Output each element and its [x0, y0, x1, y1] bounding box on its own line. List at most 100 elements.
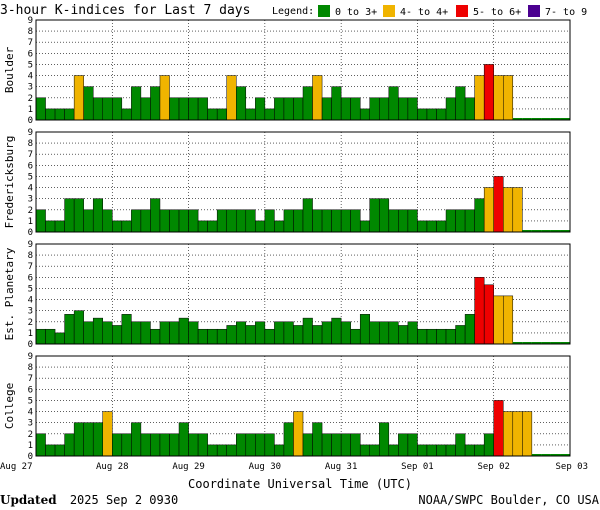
k-index-bar [54, 444, 65, 457]
legend-swatch [528, 5, 540, 17]
y-tick-label: 4 [28, 408, 33, 418]
k-index-bar [398, 97, 409, 121]
k-index-bar [236, 321, 247, 345]
k-index-bar [359, 220, 371, 233]
k-index-bar [92, 97, 104, 121]
k-index-bar [35, 97, 46, 121]
k-index-bar [522, 342, 532, 344]
k-index-bar [503, 187, 514, 233]
k-index-bar [331, 433, 342, 457]
k-index-bar [73, 310, 84, 345]
k-index-bar [216, 328, 227, 345]
k-index-bar [102, 321, 113, 345]
k-index-bar [302, 317, 313, 345]
k-index-bar [293, 411, 304, 457]
k-index-bar [531, 118, 542, 120]
legend-item-label: 4- to 4+ [400, 7, 448, 18]
k-index-bar [398, 325, 409, 345]
k-index-bar [483, 284, 494, 345]
k-index-bar [112, 97, 123, 121]
k-index-bar [302, 86, 313, 121]
k-index-bar [178, 422, 189, 457]
k-index-bar [54, 108, 65, 121]
k-index-bar [73, 198, 84, 233]
y-tick-label: 4 [28, 72, 33, 82]
k-index-bar [264, 433, 275, 457]
k-index-bar [359, 314, 371, 345]
k-index-bar [369, 444, 380, 457]
k-index-bar [541, 230, 551, 232]
k-index-bar [560, 342, 570, 344]
k-index-bar [436, 444, 447, 457]
k-index-bar [178, 97, 189, 121]
y-tick-label: 7 [28, 38, 33, 48]
k-index-bar [35, 433, 46, 457]
k-index-bar [64, 314, 75, 345]
k-index-bar [445, 328, 456, 345]
k-index-bar [92, 198, 104, 233]
k-index-bar [407, 209, 418, 233]
x-tick-label: Sep 01 [401, 462, 434, 472]
k-index-bar [207, 220, 218, 233]
k-index-bar [560, 118, 570, 120]
y-tick-label: 1 [28, 105, 33, 115]
k-index-bar [474, 198, 485, 233]
k-index-bar [302, 433, 313, 457]
k-index-bar [493, 295, 504, 345]
k-index-bar [150, 198, 161, 233]
y-tick-label: 5 [28, 396, 33, 406]
k-index-bar [92, 422, 104, 457]
k-index-bar [541, 342, 551, 344]
x-tick-label: Aug 31 [325, 462, 358, 472]
k-index-bar [169, 97, 180, 121]
k-index-bar [350, 209, 361, 233]
k-index-bar [83, 422, 94, 457]
k-index-bar [293, 325, 304, 345]
k-index-bar [340, 433, 351, 457]
k-index-bar [245, 325, 256, 345]
k-index-bar [121, 433, 132, 457]
k-index-bar [398, 433, 409, 457]
k-index-bar [45, 220, 56, 233]
y-tick-label: 7 [28, 150, 33, 160]
k-index-bar [302, 198, 313, 233]
k-index-bar [483, 433, 494, 457]
legend-label: Legend: [272, 6, 314, 17]
k-index-bar [226, 444, 237, 457]
k-index-bar [64, 108, 75, 121]
k-index-bar [445, 209, 456, 233]
k-index-bar [417, 444, 428, 457]
k-index-bar [321, 209, 332, 233]
panels: 0123456789Boulder0123456789Fredericksbur… [3, 16, 571, 462]
k-index-bar [350, 97, 361, 121]
y-tick-label: 0 [28, 116, 33, 126]
legend-item-label: 0 to 3+ [335, 7, 377, 18]
k-index-bar [493, 400, 504, 457]
panel-station-label: Boulder [3, 46, 16, 93]
legend: Legend: 0 to 3+ 4- to 4+ 5- to 6+ 7- to 9 [272, 5, 587, 18]
k-index-bar [388, 444, 399, 457]
y-tick-label: 9 [28, 240, 33, 250]
y-tick-label: 9 [28, 352, 33, 362]
k-index-bar [45, 328, 56, 345]
panel-frame [35, 355, 571, 457]
panel-station-label: Fredericksburg [3, 136, 16, 229]
k-index-bar [159, 75, 170, 121]
y-tick-label: 8 [28, 27, 33, 37]
k-index-bar [426, 220, 437, 233]
k-index-bar [512, 411, 523, 457]
k-index-bar [236, 433, 247, 457]
k-index-bar [340, 97, 351, 121]
k-index-bar [140, 97, 151, 121]
x-axis-ticks: Aug 27 Aug 28 Aug 29 Aug 30 Aug 31 Sep 01 Sep … [0, 462, 588, 472]
k-index-bar [150, 328, 161, 345]
k-index-bar [255, 321, 266, 345]
k-index-bar [131, 422, 142, 457]
k-index-bar [169, 209, 180, 233]
k-index-bar [207, 328, 218, 345]
y-tick-label: 2 [28, 318, 33, 328]
x-tick-label: Sep 03 [555, 462, 588, 472]
k-index-bar [207, 444, 218, 457]
k-index-bar [445, 444, 456, 457]
